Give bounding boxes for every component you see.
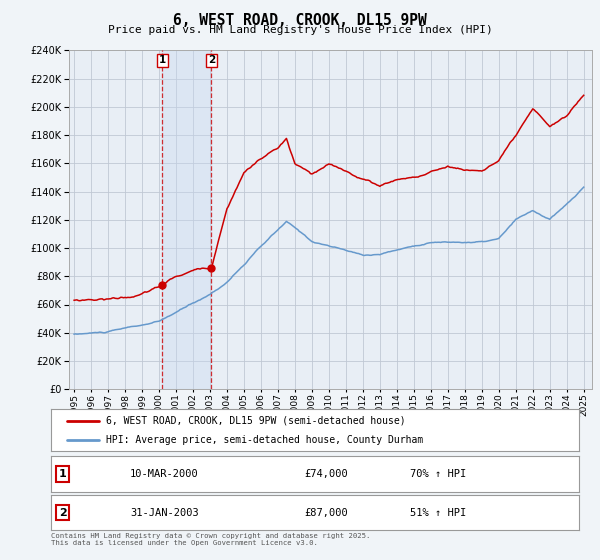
Text: Price paid vs. HM Land Registry's House Price Index (HPI): Price paid vs. HM Land Registry's House …	[107, 25, 493, 35]
Bar	[162, 50, 211, 389]
Text: Contains HM Land Registry data © Crown copyright and database right 2025.
This d: Contains HM Land Registry data © Crown c…	[51, 533, 370, 546]
Text: £87,000: £87,000	[304, 508, 348, 517]
Text: 1: 1	[59, 469, 67, 479]
Text: 1: 1	[158, 55, 166, 66]
Text: 31-JAN-2003: 31-JAN-2003	[130, 508, 199, 517]
Text: 6, WEST ROAD, CROOK, DL15 9PW (semi-detached house): 6, WEST ROAD, CROOK, DL15 9PW (semi-deta…	[106, 416, 406, 426]
Text: 2: 2	[59, 508, 67, 517]
Text: 10-MAR-2000: 10-MAR-2000	[130, 469, 199, 479]
Text: 2: 2	[208, 55, 215, 66]
Text: 70% ↑ HPI: 70% ↑ HPI	[410, 469, 466, 479]
Text: 51% ↑ HPI: 51% ↑ HPI	[410, 508, 466, 517]
Text: 6, WEST ROAD, CROOK, DL15 9PW: 6, WEST ROAD, CROOK, DL15 9PW	[173, 13, 427, 29]
Text: HPI: Average price, semi-detached house, County Durham: HPI: Average price, semi-detached house,…	[106, 435, 424, 445]
Text: £74,000: £74,000	[304, 469, 348, 479]
